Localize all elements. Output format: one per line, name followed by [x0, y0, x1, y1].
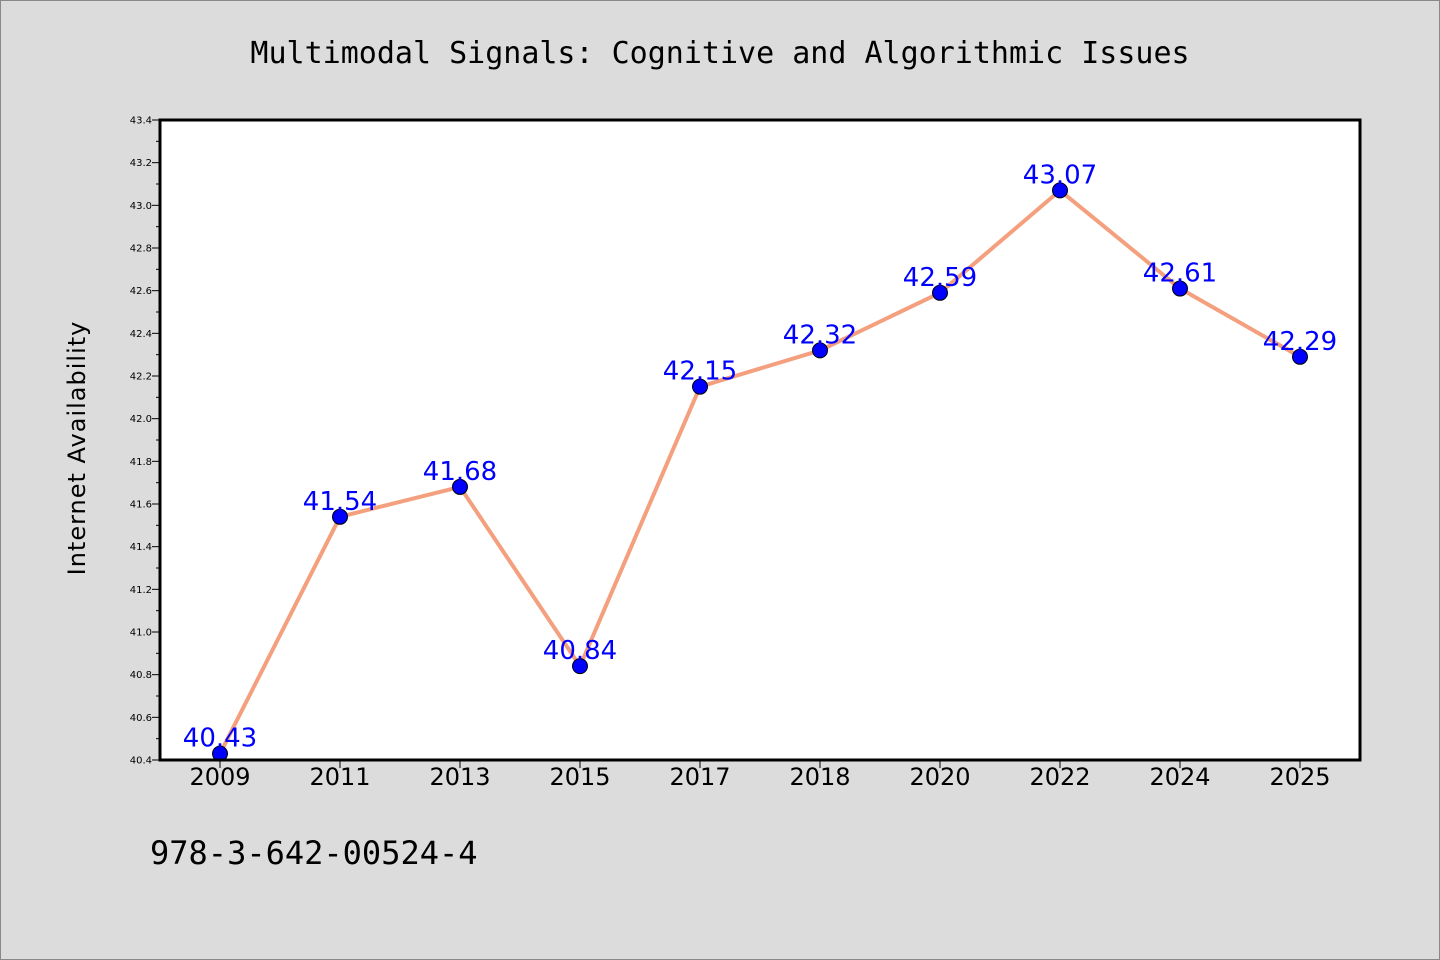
data-point: [812, 342, 828, 359]
x-tick-label: 2020: [909, 763, 970, 791]
data-markers: [212, 182, 1308, 762]
plot-frame: [158, 118, 1362, 762]
isbn-text: 978-3-642-00524-4: [150, 834, 478, 872]
y-axis-label: Internet Availability: [63, 321, 91, 576]
y-tick-label: 41.6: [130, 500, 152, 511]
chart-title: Multimodal Signals: Cognitive and Algori…: [250, 36, 1189, 71]
x-tick-label: 2011: [309, 763, 370, 791]
data-label: 43.07: [1023, 160, 1097, 190]
data-point: [572, 658, 588, 675]
y-tick-label: 43.0: [130, 201, 152, 212]
data-label: 41.68: [423, 457, 497, 487]
data-label: 42.61: [1143, 259, 1217, 289]
y-tick-label: 41.2: [130, 585, 152, 596]
x-tick-label: 2022: [1029, 763, 1090, 791]
data-point: [332, 508, 348, 525]
x-tick-label: 2017: [669, 763, 730, 791]
y-tick-label: 42.8: [130, 244, 152, 255]
series-line: [218, 188, 1301, 755]
x-tick-label: 2013: [429, 763, 490, 791]
y-axis-ticks: 40.4 40.6 40.8 41.0 41.2 41.4 41.6 41.8 42.0 42.2…: [130, 116, 160, 767]
data-label: 41.54: [303, 487, 377, 517]
y-tick-label: 43.4: [130, 116, 152, 127]
plot-area: [160, 120, 1360, 760]
y-tick-label: 41.0: [130, 628, 152, 639]
data-label: 42.29: [1263, 327, 1337, 357]
x-tick-label: 2024: [1149, 763, 1210, 791]
data-labels: 40.43 41.54 41.68 40.84 42.15 42.32 42.59 43.07…: [183, 160, 1337, 753]
x-axis-ticks: 2009 2011 2013 2015 2017 2018 2020 2022 2024 2025: [189, 760, 1331, 791]
y-tick-label: 41.8: [130, 457, 152, 468]
data-label: 40.43: [183, 724, 257, 754]
data-label: 42.15: [663, 357, 737, 387]
x-tick-label: 2018: [789, 763, 850, 791]
x-tick-label: 2009: [189, 763, 250, 791]
y-tick-label: 43.2: [130, 158, 152, 169]
y-tick-label: 40.6: [130, 713, 152, 724]
data-point: [692, 378, 708, 395]
y-tick-label: 40.4: [130, 756, 152, 767]
data-point: [1292, 348, 1308, 365]
data-point: [1052, 182, 1068, 199]
y-tick-label: 41.4: [130, 542, 152, 553]
data-label: 42.59: [903, 263, 977, 293]
data-label: 40.84: [543, 636, 617, 666]
y-tick-label: 40.8: [130, 670, 152, 681]
x-tick-label: 2015: [549, 763, 610, 791]
x-tick-label: 2025: [1269, 763, 1330, 791]
y-tick-label: 42.4: [130, 329, 152, 340]
data-point: [932, 284, 948, 301]
y-tick-label: 42.0: [130, 414, 152, 425]
data-point: [1172, 280, 1188, 297]
y-tick-label: 42.6: [130, 286, 152, 297]
y-tick-label: 42.2: [130, 372, 152, 383]
data-label: 42.32: [783, 320, 857, 350]
data-point: [452, 478, 468, 495]
